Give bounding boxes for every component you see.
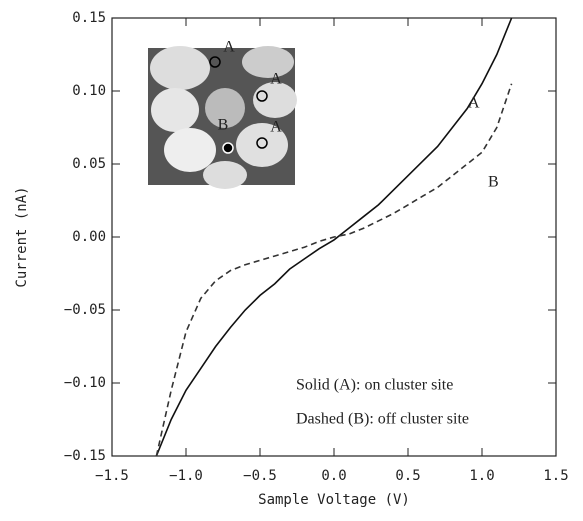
x-tick-label: 0.0 <box>321 468 346 484</box>
y-tick-label: −0.10 <box>64 375 106 391</box>
inset-label: B <box>218 117 229 134</box>
inset-label: A <box>270 119 282 136</box>
x-tick-label: 1.5 <box>543 468 568 484</box>
y-tick-label: 0.10 <box>72 83 106 99</box>
inset-label: A <box>270 71 282 88</box>
series-label: B <box>488 174 499 191</box>
y-axis-title: Current (nA) <box>14 186 30 287</box>
x-tick-label: −1.5 <box>95 468 129 484</box>
x-tick-label: 0.5 <box>395 468 420 484</box>
annotation: Solid (A): on cluster site <box>296 377 453 394</box>
y-tick-label: 0.05 <box>72 156 106 172</box>
y-tick-label: −0.15 <box>64 448 106 464</box>
x-tick-label: −0.5 <box>243 468 277 484</box>
y-tick-label: 0.00 <box>72 229 106 245</box>
x-axis-title: Sample Voltage (V) <box>258 492 410 508</box>
x-tick-label: 1.0 <box>469 468 494 484</box>
inset-label: A <box>223 39 235 56</box>
series-label: A <box>468 95 480 112</box>
y-tick-label: 0.15 <box>72 10 106 26</box>
annotation: Dashed (B): off cluster site <box>296 411 469 428</box>
y-tick-label: −0.05 <box>64 302 106 318</box>
chart: Sample Voltage (V) Current (nA) A A B A … <box>0 0 583 517</box>
x-tick-label: −1.0 <box>169 468 203 484</box>
